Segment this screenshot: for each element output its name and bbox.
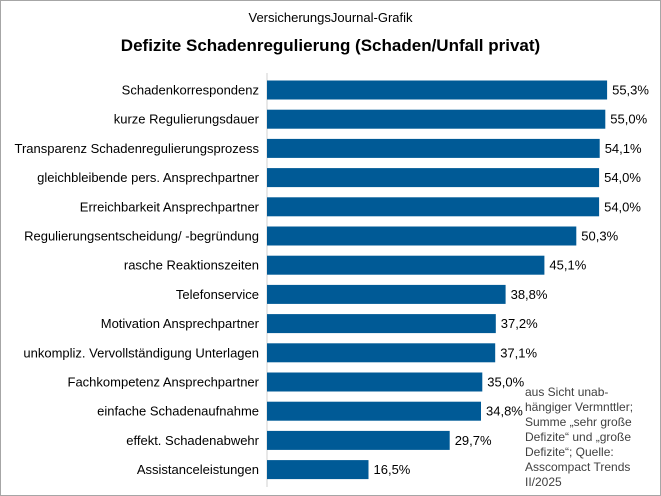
value-label-7: 45,1% [549, 258, 586, 273]
chart-title: Defizite Schadenregulierung (Schaden/Unf… [120, 36, 541, 55]
chart-supertitle: VersicherungsJournal-Grafik [248, 10, 413, 25]
value-label-9: 37,2% [501, 316, 538, 331]
value-label-11: 35,0% [487, 375, 524, 390]
category-label-3: Transparenz Schadenregulierungsprozess [15, 141, 260, 156]
bar-5 [267, 197, 600, 217]
bar-6 [267, 226, 577, 246]
category-label-1: Schadenkorrespondenz [122, 83, 259, 98]
bar-8 [267, 284, 506, 304]
value-label-2: 55,0% [610, 112, 647, 127]
category-label-6: Regulierungsentscheidung/ -begründung [24, 229, 259, 244]
bar-2 [267, 109, 606, 129]
bar-14 [267, 460, 369, 480]
value-label-14: 16,5% [374, 462, 411, 477]
category-label-12: einfache Schadenaufnahme [97, 404, 259, 419]
source-note: aus Sicht unab- hängiger Vermnttler; Sum… [525, 385, 634, 489]
category-label-14: Assistanceleistungen [137, 462, 259, 477]
bar-1 [267, 80, 608, 100]
category-label-8: Telefonservice [176, 287, 259, 302]
bar-4 [267, 168, 600, 188]
value-label-12: 34,8% [486, 404, 523, 419]
value-label-1: 55,3% [612, 83, 649, 98]
category-label-9: Motivation Ansprechpartner [101, 316, 260, 331]
value-label-5: 54,0% [604, 199, 641, 214]
category-label-10: unkompliz. Vervollständigung Unterlagen [23, 345, 259, 360]
value-label-3: 54,1% [605, 141, 642, 156]
value-label-10: 37,1% [500, 345, 537, 360]
bar-13 [267, 430, 450, 450]
bar-3 [267, 138, 600, 158]
bar-12 [267, 401, 481, 421]
value-label-8: 38,8% [511, 287, 548, 302]
bar-11 [267, 372, 483, 392]
bar-9 [267, 314, 496, 334]
bar-7 [267, 255, 545, 275]
value-label-13: 29,7% [455, 433, 492, 448]
category-label-11: Fachkompetenz Ansprechpartner [68, 375, 260, 390]
category-label-13: effekt. Schadenabwehr [126, 433, 259, 448]
category-label-4: gleichbleibende pers. Ansprechpartner [37, 170, 260, 185]
bar-10 [267, 343, 496, 363]
category-label-2: kurze Regulierungsdauer [114, 112, 260, 127]
category-label-7: rasche Reaktionszeiten [124, 258, 259, 273]
category-label-5: Erreichbarkeit Ansprechpartner [80, 199, 260, 214]
value-label-6: 50,3% [581, 229, 618, 244]
value-label-4: 54,0% [604, 170, 641, 185]
